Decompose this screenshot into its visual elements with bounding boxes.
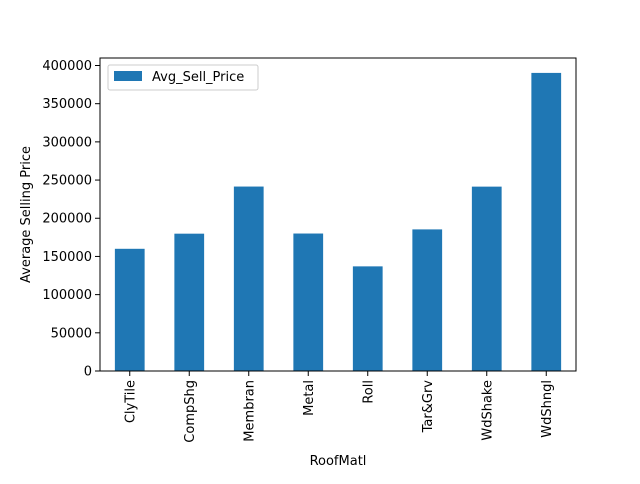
- bar-wdshake: [471, 186, 502, 371]
- bar-wdshngl: [531, 72, 562, 372]
- bar-tar-grv: [412, 229, 443, 371]
- bar-clytile: [114, 248, 145, 371]
- y-axis: 0 50000 100000 150000 200000 250000 300000 3500…: [42, 59, 100, 380]
- x-tick-label: Roll: [361, 380, 376, 404]
- plot-frame: [99, 57, 577, 372]
- x-tick-label: Membran: [242, 380, 257, 442]
- bars-layer: [114, 72, 562, 372]
- legend-box: [107, 64, 259, 91]
- x-axis: ClyTile CompShg Membran Metal Roll Tar&Grv WdS…: [123, 371, 555, 443]
- y-tick-label: 0: [84, 365, 92, 380]
- legend: Avg_Sell_Price: [107, 64, 259, 91]
- y-tick-label: 300000: [42, 135, 92, 150]
- y-axis-title: Average Selling Price: [19, 146, 34, 283]
- y-tick-label: 350000: [42, 97, 92, 112]
- x-tick-label: CompShg: [183, 380, 198, 443]
- x-tick-label: Metal: [302, 380, 317, 416]
- y-tick-label: 400000: [42, 59, 92, 74]
- y-tick-label: 200000: [42, 212, 92, 227]
- bar-metal: [293, 233, 324, 371]
- y-tick-label: 100000: [42, 288, 92, 303]
- axes-layer: [99, 57, 577, 372]
- legend-swatch: [114, 71, 142, 81]
- x-tick-label: WdShake: [480, 380, 495, 441]
- x-axis-title: RoofMatl: [310, 454, 367, 469]
- y-tick-label: 250000: [42, 174, 92, 189]
- bar-roll: [352, 266, 383, 371]
- y-tick-label: 150000: [42, 250, 92, 265]
- bar-membran: [233, 186, 264, 371]
- x-tick-label: ClyTile: [123, 380, 138, 423]
- y-tick-label: 50000: [51, 326, 92, 341]
- x-tick-label: WdShngl: [540, 380, 555, 438]
- x-tick-label: Tar&Grv: [421, 380, 436, 434]
- bar-compshg: [174, 233, 205, 371]
- legend-label: Avg_Sell_Price: [152, 70, 244, 85]
